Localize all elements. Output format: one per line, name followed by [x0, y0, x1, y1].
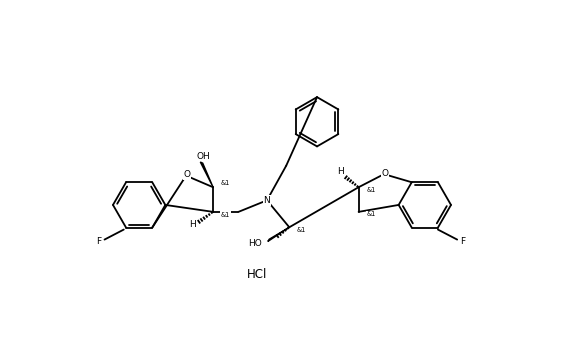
Text: H: H	[337, 167, 344, 176]
Text: F: F	[96, 237, 101, 246]
Text: &1: &1	[297, 226, 306, 233]
Text: O: O	[381, 169, 388, 178]
Text: OH: OH	[197, 152, 211, 161]
Text: F: F	[460, 237, 465, 246]
Text: O: O	[183, 170, 190, 179]
Text: N: N	[264, 196, 271, 205]
Polygon shape	[200, 162, 213, 187]
Text: H: H	[189, 220, 196, 229]
Text: &1: &1	[366, 211, 376, 217]
Text: HO: HO	[248, 239, 263, 248]
Text: HCl: HCl	[247, 268, 267, 282]
Polygon shape	[268, 227, 289, 241]
Text: &1: &1	[221, 180, 230, 187]
Text: &1: &1	[366, 187, 376, 193]
Text: &1: &1	[221, 212, 230, 218]
